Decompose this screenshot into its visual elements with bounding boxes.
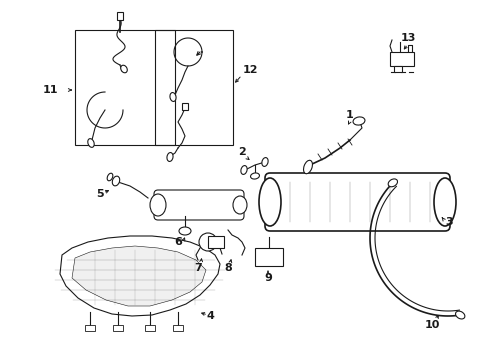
Ellipse shape <box>112 176 120 186</box>
Text: 11: 11 <box>42 85 58 95</box>
Bar <box>182 103 187 110</box>
Bar <box>85 325 95 331</box>
Text: 4: 4 <box>205 311 214 321</box>
Ellipse shape <box>250 173 259 179</box>
Ellipse shape <box>352 117 364 125</box>
Text: 2: 2 <box>238 147 245 157</box>
Text: 5: 5 <box>96 189 103 199</box>
Text: 9: 9 <box>264 273 271 283</box>
Ellipse shape <box>88 139 94 147</box>
Ellipse shape <box>387 179 397 187</box>
Bar <box>155 30 232 145</box>
Bar <box>254 248 283 266</box>
Ellipse shape <box>150 194 165 216</box>
Polygon shape <box>60 236 220 316</box>
Ellipse shape <box>303 160 312 174</box>
Ellipse shape <box>455 311 464 319</box>
Ellipse shape <box>241 166 246 174</box>
Ellipse shape <box>433 178 455 226</box>
Bar <box>117 12 123 20</box>
Ellipse shape <box>170 93 176 102</box>
Polygon shape <box>72 246 205 306</box>
Text: 6: 6 <box>174 237 182 247</box>
Text: 8: 8 <box>224 263 231 273</box>
Ellipse shape <box>232 196 246 214</box>
Bar <box>393 66 401 72</box>
Text: 10: 10 <box>424 320 439 330</box>
Ellipse shape <box>107 173 113 181</box>
Bar <box>207 236 224 248</box>
Text: 1: 1 <box>346 110 353 120</box>
Bar <box>75 30 175 145</box>
Text: 7: 7 <box>194 263 202 273</box>
Bar <box>389 52 413 66</box>
Text: 12: 12 <box>243 65 258 75</box>
FancyBboxPatch shape <box>264 173 449 231</box>
Bar <box>173 325 183 331</box>
FancyBboxPatch shape <box>154 190 244 220</box>
Text: 13: 13 <box>400 33 415 43</box>
Text: 3: 3 <box>444 217 452 227</box>
Ellipse shape <box>259 178 281 226</box>
Ellipse shape <box>121 65 127 73</box>
Bar <box>145 325 155 331</box>
Ellipse shape <box>262 158 267 166</box>
Ellipse shape <box>166 153 173 162</box>
Bar <box>113 325 123 331</box>
Ellipse shape <box>179 227 191 235</box>
Ellipse shape <box>199 233 217 251</box>
